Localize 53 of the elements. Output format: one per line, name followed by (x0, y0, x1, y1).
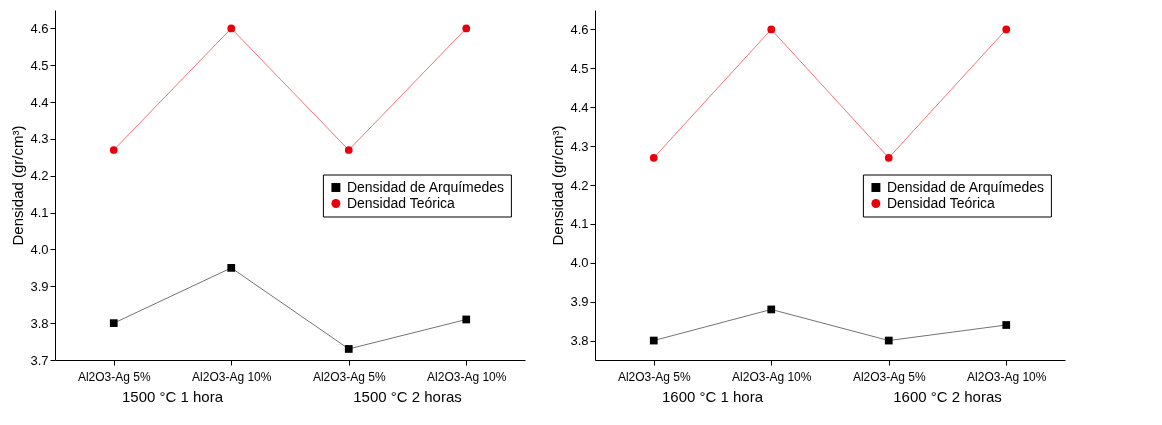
y-tick-label: 4.0 (570, 255, 589, 271)
x-tick-label: Al2O3-Ag 5% (617, 369, 691, 384)
point (767, 25, 776, 34)
text: 1600 °C 1 hora (661, 388, 764, 405)
point (649, 336, 658, 345)
point (1002, 321, 1011, 329)
point (1002, 25, 1011, 34)
point (649, 153, 658, 162)
y-tick-label: 4.1 (30, 205, 49, 221)
point (884, 336, 893, 345)
point (884, 153, 893, 162)
point (227, 24, 236, 33)
x-tick-label: Al2O3-Ag 10% (967, 369, 1047, 384)
point (227, 264, 236, 272)
y-tick-label: 4.5 (570, 60, 589, 76)
x-tick-label: Al2O3-Ag 5% (312, 369, 386, 384)
text: 1500 °C 2 horas (353, 388, 462, 405)
x-tick-label: Al2O3-Ag 10% (427, 369, 507, 384)
y-tick-label: 3.8 (30, 315, 49, 331)
y-axis-title: Densidad (gr/cm³) (549, 125, 567, 246)
point (462, 315, 471, 324)
y-tick-label: 4.6 (30, 20, 49, 36)
y-tick-label: 4.6 (570, 21, 589, 37)
y-tick-label: 4.2 (570, 177, 589, 193)
x-tick-label: Al2O3-Ag 10% (192, 369, 272, 384)
y-tick-label: 4.3 (30, 131, 49, 147)
y-tick-label: 4.3 (570, 138, 589, 154)
point (109, 146, 118, 154)
legend-label: Densidad Teórica (886, 194, 996, 211)
x-tick-label: Al2O3-Ag 10% (732, 369, 812, 384)
text: 1500 °C 1 hora (121, 388, 224, 405)
y-tick-label: 4.0 (30, 241, 49, 257)
y-tick-label: 4.4 (30, 94, 49, 110)
y-tick-label: 4.4 (570, 99, 589, 115)
point (344, 146, 353, 154)
legend-label: Densidad de Arquímedes (346, 178, 505, 195)
point (462, 24, 471, 33)
y-tick-label: 4.2 (30, 168, 49, 184)
legend-label: Densidad de Arquímedes (886, 178, 1045, 195)
x-tick-label: Al2O3-Ag 5% (852, 369, 926, 384)
y-tick-label: 3.9 (30, 278, 49, 294)
x-tick-label: Al2O3-Ag 5% (77, 369, 151, 384)
y-tick-label: 3.8 (570, 333, 589, 349)
point (767, 305, 776, 314)
y-tick-label: 4.1 (570, 216, 589, 232)
y-axis-title: Densidad (gr/cm³) (9, 125, 27, 246)
text: 1600 °C 2 horas (893, 388, 1002, 405)
point (109, 319, 118, 328)
y-tick-label: 3.7 (30, 352, 49, 368)
y-tick-label: 3.9 (570, 294, 589, 310)
y-tick-label: 4.5 (30, 57, 49, 73)
point (344, 345, 353, 353)
legend-label: Densidad Teórica (346, 194, 456, 211)
